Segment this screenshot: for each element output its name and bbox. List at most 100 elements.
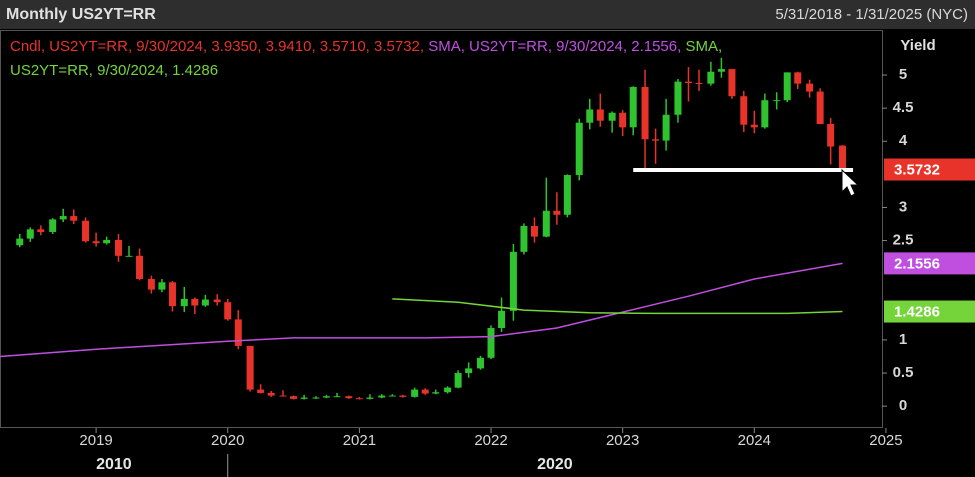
x-tick-label: 2021 <box>343 432 376 449</box>
candle-body <box>37 229 45 232</box>
candle-body <box>136 255 144 279</box>
candle-body <box>191 298 199 306</box>
chart-subtitle: 5/31/2018 - 1/31/2025 (NYC) <box>775 6 968 23</box>
x-tick-label: 2025 <box>869 432 902 449</box>
x-tick-label: 2024 <box>738 432 771 449</box>
x-tick-label: 2023 <box>606 432 639 449</box>
candle-body <box>388 395 396 397</box>
candle-body <box>70 216 78 221</box>
candle-body <box>411 389 419 397</box>
candle-body <box>201 299 209 306</box>
sma-line <box>0 262 843 358</box>
candle-body <box>147 278 155 290</box>
candle-body <box>224 302 232 320</box>
candle-body <box>684 81 692 83</box>
candle-body <box>465 368 473 374</box>
y-tick-label: 0.5 <box>893 364 914 381</box>
last-value-tag <box>884 158 975 181</box>
candle-body <box>839 145 847 170</box>
candle-body <box>652 139 660 141</box>
candle-body <box>816 91 824 125</box>
candle-body <box>575 122 583 176</box>
candle-body <box>432 392 440 394</box>
candle-body <box>246 345 254 390</box>
candle-body <box>312 397 320 399</box>
candle-body <box>26 229 34 239</box>
x-tick-label: 2019 <box>79 432 112 449</box>
candle-body <box>444 387 452 393</box>
candle-body <box>476 357 484 369</box>
candle-body <box>92 241 100 244</box>
candle-body <box>750 124 758 128</box>
legend: Cndl, US2YT=RR, 9/30/2024, 3.9350, 3.941… <box>10 35 780 83</box>
last-value-label: 3.5732 <box>894 161 940 178</box>
legend-entry: SMA, US2YT=RR, 9/30/2024, 1.4286 <box>10 38 723 79</box>
plot-frame <box>0 30 883 428</box>
candle-body <box>608 112 616 121</box>
candle-body <box>257 389 265 393</box>
legend-entry: SMA, US2YT=RR, 9/30/2024, 2.1556, <box>428 38 682 55</box>
candle-body <box>378 395 386 398</box>
candle-body <box>82 220 90 242</box>
last-value-label: 2.1556 <box>894 255 940 272</box>
candle-body <box>662 114 670 141</box>
candle-body <box>530 226 538 237</box>
candle-body <box>542 210 550 237</box>
candle-body <box>773 100 781 102</box>
candle-body <box>487 328 495 358</box>
candle-body <box>674 81 682 115</box>
y-tick-label: 0 <box>899 397 907 414</box>
legend-entry: Cndl, US2YT=RR, 9/30/2024, 3.9350, 3.941… <box>10 38 425 55</box>
cursor <box>841 168 860 197</box>
x-tick-label: 2022 <box>474 432 507 449</box>
y-axis-label: Yield <box>900 37 935 54</box>
candle-body <box>806 83 814 92</box>
candle-body <box>333 396 341 398</box>
y-tick-label: 5 <box>899 66 907 83</box>
y-tick-label: 4 <box>899 132 908 149</box>
chart-title: Monthly US2YT=RR <box>6 6 156 23</box>
candle-body <box>619 112 627 128</box>
candle-body <box>322 396 330 398</box>
candle-body <box>213 299 221 303</box>
candle-body <box>125 255 133 257</box>
candle-body <box>158 282 166 290</box>
candle-body <box>827 124 835 147</box>
x-group-label: 2020 <box>537 456 573 473</box>
sma-line <box>392 298 843 315</box>
y-tick-label: 2.5 <box>893 232 914 249</box>
last-value-tag <box>884 300 975 323</box>
candle-body <box>553 210 561 215</box>
last-value-tag <box>884 252 975 275</box>
candle-body <box>563 175 571 215</box>
candle-body <box>168 282 176 307</box>
candle-body <box>509 251 517 311</box>
candle-body <box>596 109 604 121</box>
candle-body <box>279 395 287 397</box>
candle-body <box>114 239 122 256</box>
candle-body <box>49 219 57 232</box>
candle-body <box>366 397 374 399</box>
candle-body <box>290 396 298 399</box>
candle-body <box>180 298 188 307</box>
candle-body <box>761 100 769 128</box>
candle-body <box>783 72 791 101</box>
x-tick-label: 2020 <box>211 432 244 449</box>
x-group-label: 2010 <box>96 456 132 473</box>
candle-body <box>355 398 363 400</box>
candle-body <box>520 226 528 252</box>
last-value-label: 1.4286 <box>894 304 940 321</box>
y-tick-label: 4.5 <box>893 99 914 116</box>
y-tick-label: 3 <box>899 198 907 215</box>
candle-body <box>794 72 802 84</box>
candle-body <box>728 69 736 97</box>
candle-body <box>345 396 353 399</box>
candle-body <box>629 86 637 128</box>
candle-body <box>454 373 462 388</box>
plot-area <box>0 57 854 400</box>
candle-body <box>267 392 275 396</box>
candle-body <box>421 389 429 394</box>
candle-body <box>103 239 111 244</box>
